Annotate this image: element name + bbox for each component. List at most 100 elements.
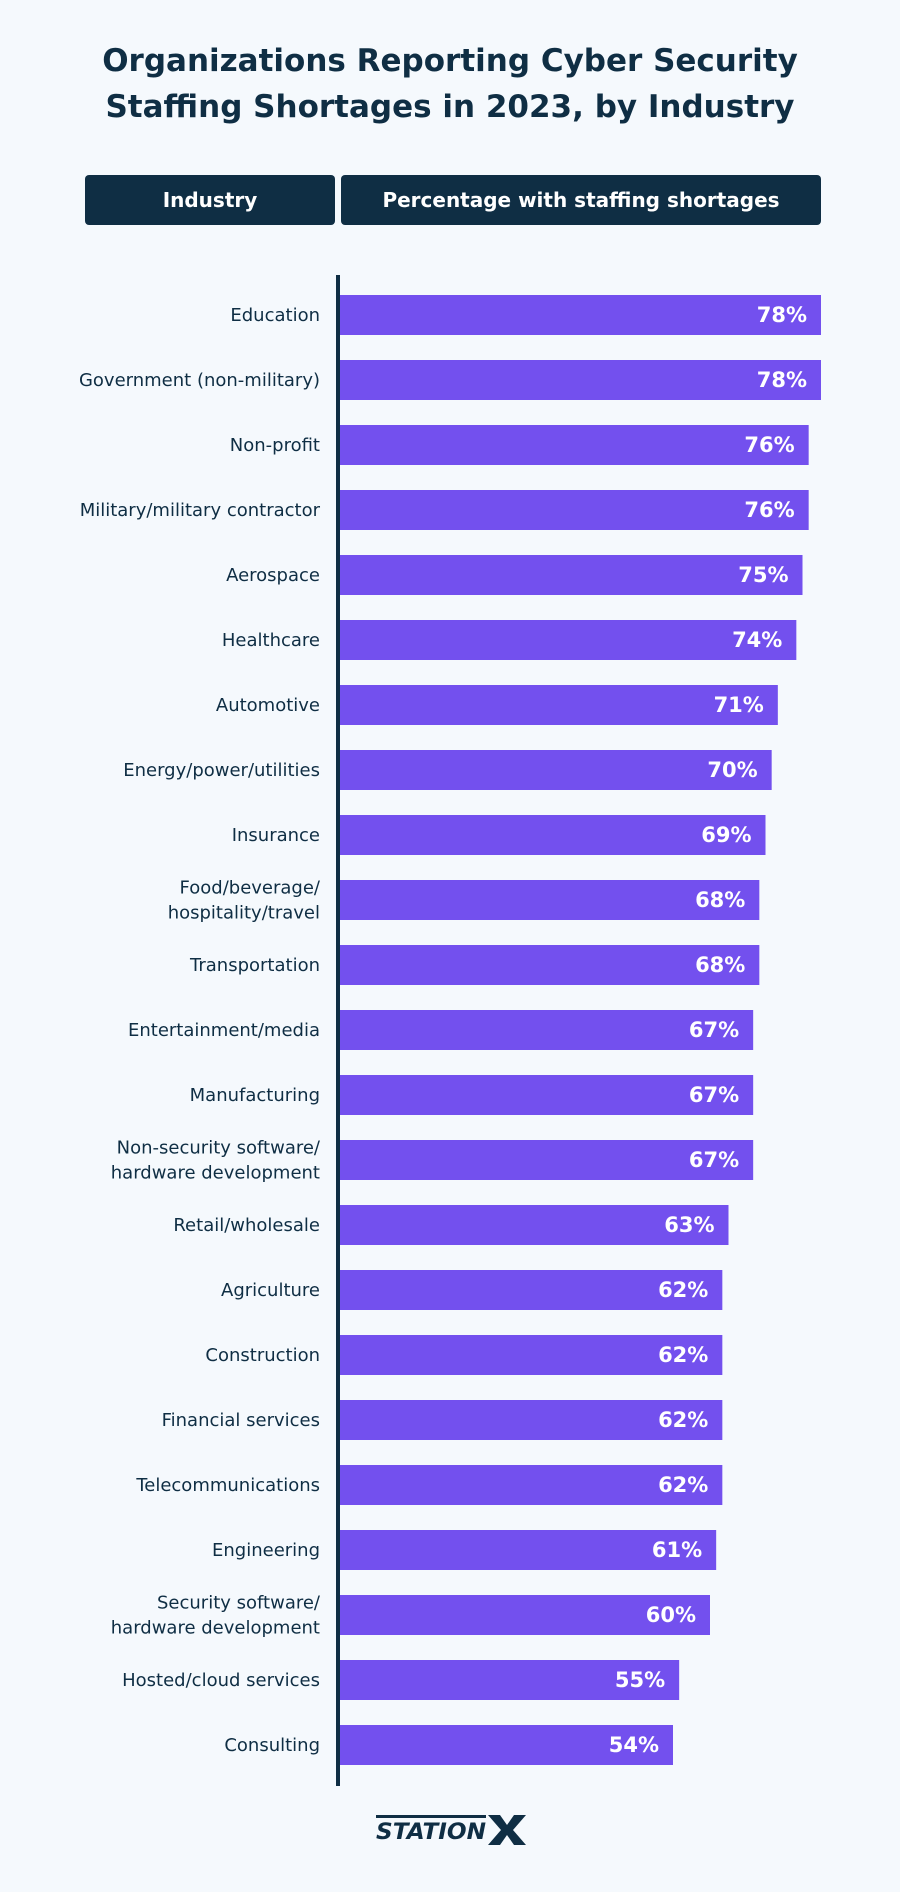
category-label-line: Retail/wholesale <box>173 1215 320 1236</box>
bar <box>340 880 760 920</box>
category-label: Entertainment/media <box>128 1020 320 1041</box>
bar-value-label: 62% <box>658 1278 708 1302</box>
bar-value-label: 70% <box>707 758 757 782</box>
category-label: Hosted/cloud services <box>122 1670 320 1691</box>
bar-value-label: 75% <box>738 563 788 587</box>
category-label-line: Automotive <box>216 695 320 716</box>
bar <box>340 945 760 985</box>
bar-value-label: 76% <box>744 433 794 457</box>
category-label: Consulting <box>224 1735 320 1756</box>
category-label: Financial services <box>162 1410 320 1431</box>
bar-value-label: 55% <box>615 1668 665 1692</box>
bar-value-label: 76% <box>744 498 794 522</box>
bar-value-label: 63% <box>664 1213 714 1237</box>
category-label-line: Insurance <box>232 825 320 846</box>
bar <box>340 1140 754 1180</box>
bar-value-label: 61% <box>652 1538 702 1562</box>
category-label-line: Government (non-military) <box>79 370 320 391</box>
bar <box>340 1010 754 1050</box>
category-label-line: Consulting <box>224 1735 320 1756</box>
category-label-line: Construction <box>205 1345 320 1366</box>
bar <box>340 425 809 465</box>
bar <box>340 555 803 595</box>
bar-value-label: 67% <box>689 1018 739 1042</box>
bar-value-label: 68% <box>695 953 745 977</box>
bar <box>340 360 821 400</box>
category-label: Telecommunications <box>135 1475 320 1496</box>
bar <box>340 815 766 855</box>
category-label: Military/military contractor <box>80 500 321 521</box>
category-label-line: Non-profit <box>230 435 320 456</box>
category-label-line: Financial services <box>162 1410 320 1431</box>
category-label-line: Hosted/cloud services <box>122 1670 320 1691</box>
industry-column-header: Industry <box>85 175 335 225</box>
bar-value-label: 62% <box>658 1343 708 1367</box>
percentage-column-header: Percentage with staffing shortages <box>341 175 821 225</box>
bar <box>340 1400 723 1440</box>
bar-value-label: 67% <box>689 1148 739 1172</box>
category-label-line: Military/military contractor <box>80 500 321 521</box>
category-label: Security software/hardware development <box>111 1593 321 1639</box>
category-label: Aerospace <box>226 565 320 586</box>
bar <box>340 1660 680 1700</box>
bar-value-label: 62% <box>658 1473 708 1497</box>
category-label-line: Engineering <box>212 1540 320 1561</box>
category-label-line: Agriculture <box>221 1280 320 1301</box>
bar-value-label: 78% <box>757 303 807 327</box>
bar <box>340 1530 717 1570</box>
category-label: Insurance <box>232 825 320 846</box>
bar <box>340 1270 723 1310</box>
bar <box>340 1205 729 1245</box>
category-label: Food/beverage/hospitality/travel <box>168 878 321 924</box>
stationx-logo: STATION <box>376 1815 526 1845</box>
category-label-line: Education <box>230 305 320 326</box>
category-label-line: Manufacturing <box>190 1085 320 1106</box>
category-label: Education <box>230 305 320 326</box>
category-label: Automotive <box>216 695 320 716</box>
category-label-line: hospitality/travel <box>168 903 320 924</box>
bar-value-label: 78% <box>757 368 807 392</box>
bar-value-label: 54% <box>609 1733 659 1757</box>
category-label: Government (non-military) <box>79 370 320 391</box>
bar-value-label: 68% <box>695 888 745 912</box>
bar-value-label: 69% <box>701 823 751 847</box>
bar <box>340 1725 673 1765</box>
category-label: Healthcare <box>222 630 320 651</box>
bar <box>340 490 809 530</box>
bar-value-label: 62% <box>658 1408 708 1432</box>
category-label: Non-security software/hardware developme… <box>111 1138 321 1184</box>
category-label-line: hardware development <box>111 1618 320 1639</box>
category-label-line: Healthcare <box>222 630 320 651</box>
bar-value-label: 74% <box>732 628 782 652</box>
bar <box>340 1335 723 1375</box>
category-label: Transportation <box>189 955 320 976</box>
bar-value-label: 60% <box>646 1603 696 1627</box>
category-label-line: Entertainment/media <box>128 1020 320 1041</box>
bar-value-label: 71% <box>714 693 764 717</box>
category-label: Manufacturing <box>190 1085 320 1106</box>
bar <box>340 750 772 790</box>
category-label-line: Transportation <box>189 955 320 976</box>
category-label: Retail/wholesale <box>173 1215 320 1236</box>
bar <box>340 685 778 725</box>
category-label-line: Aerospace <box>226 565 320 586</box>
bar-value-label: 67% <box>689 1083 739 1107</box>
category-label: Engineering <box>212 1540 320 1561</box>
bar <box>340 1075 754 1115</box>
category-label: Non-profit <box>230 435 320 456</box>
category-label-line: Security software/ <box>157 1593 321 1614</box>
svg-text:STATION: STATION <box>376 1820 486 1845</box>
category-label-line: Energy/power/utilities <box>123 760 320 781</box>
category-label: Construction <box>205 1345 320 1366</box>
category-label-line: hardware development <box>111 1163 320 1184</box>
category-label-line: Food/beverage/ <box>180 878 321 899</box>
bar <box>340 295 821 335</box>
category-label: Energy/power/utilities <box>123 760 320 781</box>
chart-title: Organizations Reporting Cyber Security S… <box>102 43 798 125</box>
bar <box>340 620 797 660</box>
category-label: Agriculture <box>221 1280 320 1301</box>
category-label-line: Telecommunications <box>135 1475 320 1496</box>
bar <box>340 1465 723 1505</box>
category-label-line: Non-security software/ <box>117 1138 321 1159</box>
